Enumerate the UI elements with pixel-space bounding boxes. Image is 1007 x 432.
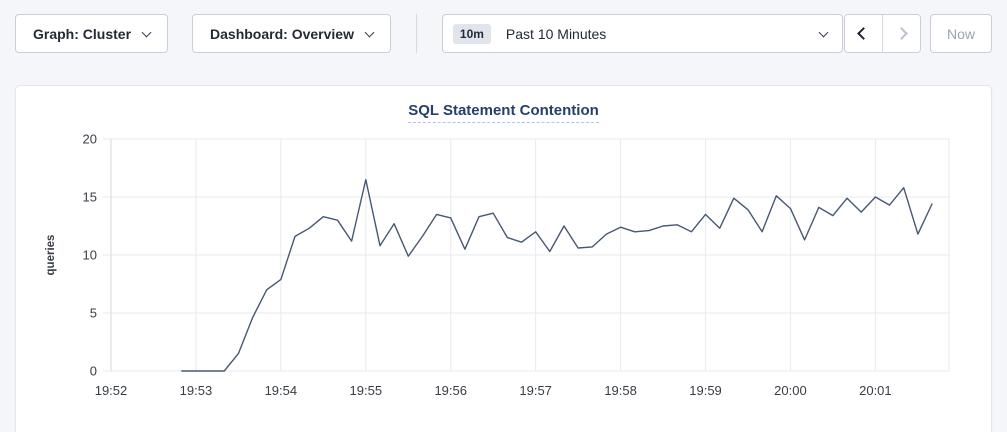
time-range-dropdown[interactable]: 10m Past 10 Minutes bbox=[441, 14, 844, 53]
chart-panel: SQL Statement Contention 0 5 10 15 20 19:52 19… bbox=[15, 85, 992, 432]
time-range-badge: 10m bbox=[452, 23, 491, 44]
svg-text:19:58: 19:58 bbox=[604, 383, 637, 398]
svg-text:19:55: 19:55 bbox=[350, 383, 383, 398]
svg-text:19:56: 19:56 bbox=[434, 383, 467, 398]
svg-text:19:59: 19:59 bbox=[689, 383, 722, 398]
svg-text:0: 0 bbox=[90, 364, 97, 379]
svg-text:15: 15 bbox=[83, 190, 97, 205]
chevron-down-icon bbox=[141, 27, 152, 37]
chevron-left-icon bbox=[856, 27, 870, 40]
svg-text:19:57: 19:57 bbox=[519, 383, 552, 398]
svg-text:10: 10 bbox=[83, 248, 97, 263]
dashboard-dropdown[interactable]: Dashboard: Overview bbox=[192, 14, 391, 53]
toolbar: Graph: Cluster Dashboard: Overview 10m P… bbox=[15, 14, 992, 53]
time-range-label: Past 10 Minutes bbox=[505, 25, 607, 42]
toolbar-divider bbox=[415, 14, 417, 53]
chart-title[interactable]: SQL Statement Contention bbox=[408, 102, 599, 123]
svg-text:19:52: 19:52 bbox=[95, 383, 128, 398]
svg-text:19:53: 19:53 bbox=[180, 383, 213, 398]
svg-text:queries: queries bbox=[45, 235, 57, 276]
dashboard-dropdown-label: Dashboard: Overview bbox=[210, 25, 354, 42]
svg-text:19:54: 19:54 bbox=[265, 383, 298, 398]
time-nav-group bbox=[843, 14, 921, 53]
chevron-down-icon bbox=[364, 27, 375, 37]
next-time-button[interactable] bbox=[882, 15, 920, 52]
chart-title-row: SQL Statement Contention bbox=[16, 86, 991, 123]
prev-time-button[interactable] bbox=[844, 15, 883, 52]
sql-statement-contention-chart: 0 5 10 15 20 19:52 19:53 19:54 19:55 19:56 19:57 19… bbox=[45, 132, 950, 398]
svg-text:20:00: 20:00 bbox=[774, 383, 807, 398]
now-button[interactable]: Now bbox=[929, 14, 992, 53]
svg-text:20: 20 bbox=[83, 132, 97, 147]
graph-dropdown[interactable]: Graph: Cluster bbox=[15, 14, 169, 53]
graph-dropdown-label: Graph: Cluster bbox=[33, 25, 132, 42]
svg-text:20:01: 20:01 bbox=[859, 383, 892, 398]
chevron-down-icon bbox=[819, 27, 829, 37]
chevron-right-icon bbox=[895, 27, 908, 40]
svg-text:5: 5 bbox=[90, 306, 97, 321]
